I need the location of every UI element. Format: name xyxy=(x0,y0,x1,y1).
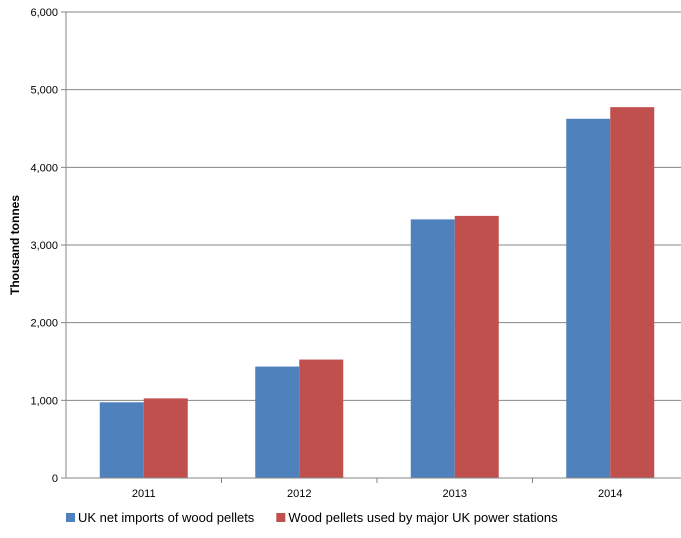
y-tick-label: 1,000 xyxy=(30,395,58,407)
legend-label: Wood pellets used by major UK power stat… xyxy=(288,510,558,525)
bar-2012-series-2 xyxy=(299,359,344,478)
y-tick-label: 3,000 xyxy=(30,240,58,252)
x-tick-label: 2014 xyxy=(598,488,622,500)
axes xyxy=(65,12,681,479)
legend: UK net imports of wood pellets Wood pelle… xyxy=(66,510,558,525)
bar-2011-series-2 xyxy=(143,398,188,478)
y-tick-label: 4,000 xyxy=(30,162,58,174)
legend-swatch xyxy=(66,513,75,522)
y-tick-label: 0 xyxy=(52,473,58,485)
legend-swatch xyxy=(276,513,286,522)
legend-label: UK net imports of wood pellets xyxy=(78,510,255,525)
tick-labels: 0 1,000 2,000 3,000 4,000 5,000 6,000 2011 2012 2… xyxy=(30,7,622,500)
y-tick-label: 2,000 xyxy=(30,318,58,330)
y-tick-label: 6,000 xyxy=(30,7,58,19)
x-tick-label: 2011 xyxy=(132,488,156,500)
bar-2013-series-1 xyxy=(410,219,455,478)
x-tick-label: 2013 xyxy=(443,488,467,500)
bar-2013-series-2 xyxy=(454,215,499,478)
bar-2014-series-2 xyxy=(610,107,655,479)
y-axis-title: Thousand tonnes xyxy=(8,195,22,295)
bar-2014-series-1 xyxy=(566,118,611,479)
x-tick-label: 2012 xyxy=(287,488,311,500)
bar-2012-series-1 xyxy=(255,366,300,478)
y-tick-label: 5,000 xyxy=(30,85,58,97)
bars xyxy=(99,107,655,479)
bar-2011-series-1 xyxy=(99,402,144,478)
